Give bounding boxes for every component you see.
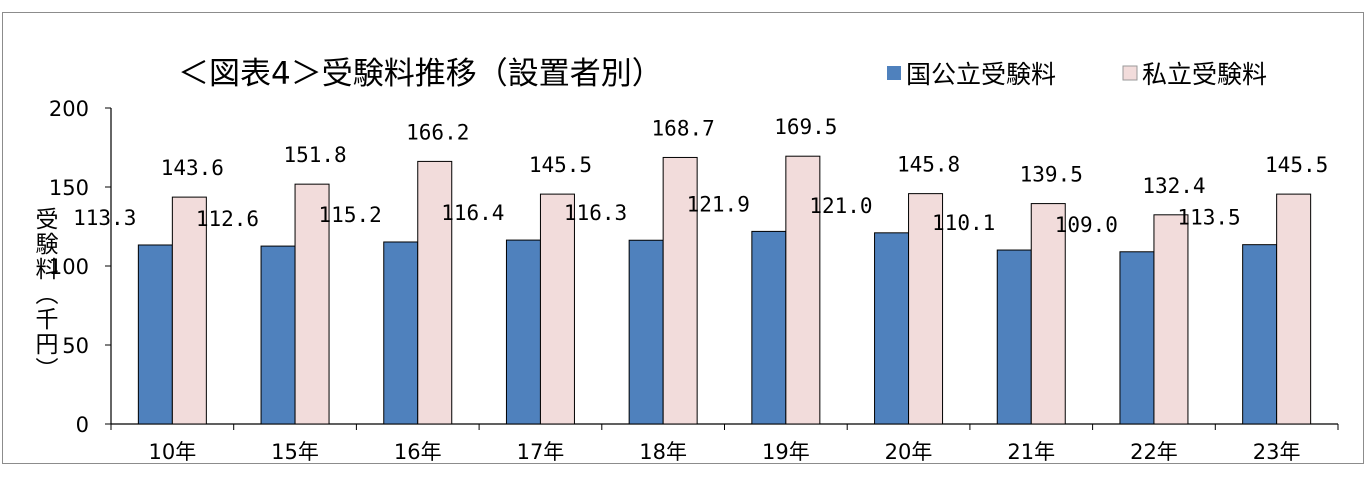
bar-national	[874, 232, 910, 425]
x-tick-label: 19年	[762, 440, 810, 464]
data-label-private: 139.5	[1020, 163, 1083, 187]
data-label-private: 143.6	[161, 156, 224, 180]
axes: 0 50 100 150 200 10年 15年 16年 17年 18年 19年 20年 21年 22年 2…	[49, 97, 1339, 464]
bar-private	[785, 155, 821, 425]
x-tick-label: 10年	[148, 440, 196, 464]
data-label-national: 113.3	[73, 206, 136, 230]
x-tick-label: 23年	[1253, 440, 1301, 464]
bar-national	[1242, 244, 1278, 425]
x-tick-label: 21年	[1007, 440, 1055, 464]
data-label-national: 116.4	[441, 201, 504, 225]
bar-private	[171, 196, 207, 425]
bar-private	[1030, 203, 1066, 425]
data-label-national: 113.5	[1177, 206, 1240, 230]
bar-national	[383, 241, 419, 425]
data-label-private: 166.2	[406, 120, 469, 144]
bar-private	[662, 156, 698, 425]
bar-private	[539, 193, 575, 425]
y-tick-label: 50	[62, 334, 89, 358]
bar-national	[996, 249, 1032, 425]
legend-label-national: 国公立受験料	[906, 60, 1056, 89]
data-label-national: 115.2	[319, 203, 382, 227]
data-label-national: 121.9	[687, 192, 750, 216]
x-tick-label: 22年	[1130, 440, 1178, 464]
bar-national	[1119, 251, 1155, 425]
data-label-national: 112.6	[196, 207, 259, 231]
chart-frame	[2, 12, 1364, 464]
data-label-national: 109.0	[1055, 213, 1118, 237]
data-label-private: 145.5	[529, 153, 592, 177]
y-tick-label: 100	[49, 255, 89, 279]
legend-swatch-private	[1122, 65, 1138, 81]
bar-national	[505, 239, 541, 425]
legend-label-private: 私立受験料	[1142, 60, 1267, 89]
data-label-national: 121.0	[809, 194, 872, 218]
y-tick-label: 200	[49, 97, 89, 121]
y-axis-label: 受験料（千円）	[31, 207, 59, 382]
data-label-national: 116.3	[564, 201, 627, 225]
data-label-private: 168.7	[652, 116, 715, 140]
data-label-private: 169.5	[774, 115, 837, 139]
x-tick-label: 16年	[394, 440, 442, 464]
data-label-private: 145.5	[1265, 153, 1328, 177]
bar-private	[1276, 193, 1312, 425]
bar-private	[294, 183, 330, 425]
bar-national	[260, 245, 296, 425]
x-tick-label: 17年	[517, 440, 565, 464]
data-label-private: 151.8	[283, 143, 346, 167]
bar-private	[417, 160, 453, 425]
bar-national	[628, 239, 664, 425]
y-tick-label: 150	[49, 176, 89, 200]
legend-swatch-national	[887, 66, 901, 80]
data-label-private: 132.4	[1142, 174, 1205, 198]
labels-group: 113.3 143.6 112.6 151.8 115.2 166.2 116.4 145.5…	[73, 115, 1328, 237]
y-tick-label: 0	[76, 413, 89, 437]
bars-group	[137, 155, 1312, 425]
chart-title: ＜図表4＞受験料推移（設置者別）	[178, 56, 663, 92]
data-label-private: 145.8	[897, 153, 960, 177]
bar-private	[908, 193, 944, 425]
data-label-national: 110.1	[932, 211, 995, 235]
x-tick-label: 20年	[885, 440, 933, 464]
bar-private	[1153, 214, 1189, 425]
bar-national	[751, 230, 787, 425]
x-tick-label: 18年	[639, 440, 687, 464]
bar-national	[137, 244, 173, 425]
x-tick-label: 15年	[271, 440, 319, 464]
